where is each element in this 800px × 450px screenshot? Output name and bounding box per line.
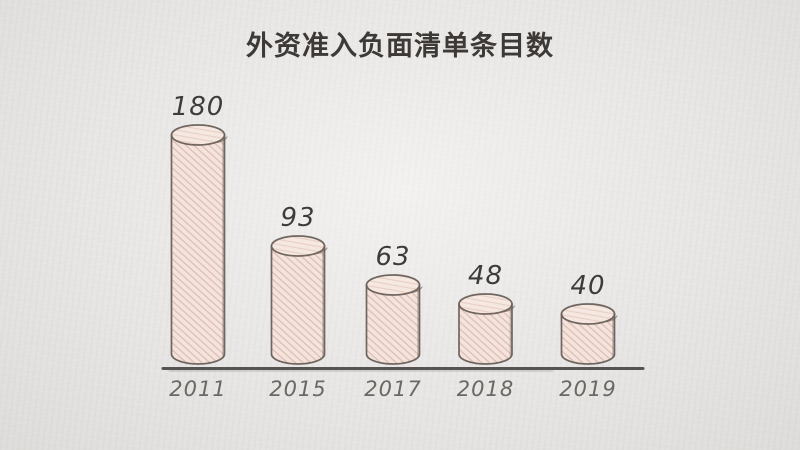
cylinder-top	[170, 124, 226, 146]
cylinder-body	[458, 303, 513, 365]
chart-title: 外资准入负面清单条目数	[246, 31, 554, 62]
sketch-overshoot	[411, 286, 423, 294]
sketch-overshoot	[606, 315, 618, 323]
cylinder-bar	[458, 293, 516, 365]
sketch-overshoot	[316, 247, 328, 255]
cylinder-bar	[170, 124, 228, 365]
cylinder-bar	[560, 303, 618, 365]
cylinder-top	[458, 293, 513, 315]
x-axis-line	[161, 367, 645, 372]
cylinder-body	[560, 313, 616, 365]
cylinder-bar	[365, 274, 423, 365]
cylinder-top	[270, 235, 326, 257]
sketch-overshoot	[504, 305, 516, 313]
cylinder-body	[170, 134, 226, 365]
cylinder-body	[270, 245, 326, 365]
cylinder-top	[365, 274, 421, 296]
sketch-overshoot	[216, 136, 228, 144]
cylinder-body	[365, 284, 421, 365]
cylinder-bar	[270, 235, 328, 365]
cylinder-top	[560, 303, 616, 325]
